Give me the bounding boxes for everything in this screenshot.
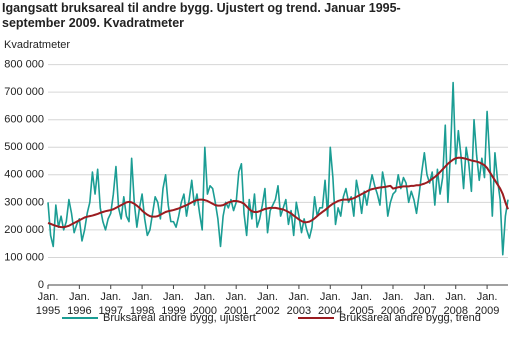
chart-title: Igangsatt bruksareal til andre bygg. Uju…	[2, 1, 401, 30]
y-tick-label: 800 000	[4, 59, 44, 71]
y-tick-label: 100 000	[4, 251, 44, 263]
x-tick-label: Jan. 2007	[412, 291, 436, 317]
y-axis-label: Kvadratmeter	[4, 39, 70, 51]
x-tick-label: Jan. 1996	[67, 291, 91, 317]
x-tick-label: Jan. 2003	[287, 291, 311, 317]
y-tick-label: 700 000	[4, 86, 44, 98]
x-tick-label: Jan. 1999	[161, 291, 185, 317]
x-tick-label: Jan. 2004	[318, 291, 342, 317]
x-tick-label: Jan. 1995	[36, 291, 60, 317]
x-tick-label: Jan. 2005	[349, 291, 373, 317]
x-tick-label: Jan. 2002	[255, 291, 279, 317]
x-tick-label: Jan. 2001	[224, 291, 248, 317]
series-line	[47, 156, 509, 229]
x-tick-label: Jan. 1997	[98, 291, 122, 317]
y-tick-label: 600 000	[4, 114, 44, 126]
y-tick-label: 0	[38, 279, 44, 291]
y-tick-label: 500 000	[4, 141, 44, 153]
x-tick-label: Jan. 2006	[381, 291, 405, 317]
y-tick-label: 200 000	[4, 224, 44, 236]
legend-label: Bruksareal andre bygg, trend	[339, 312, 481, 324]
x-tick-label: Jan. 2009	[475, 291, 499, 317]
y-tick-label: 400 000	[4, 169, 44, 181]
x-tick-label: Jan. 2008	[443, 291, 467, 317]
x-tick-label: Jan. 1998	[130, 291, 154, 317]
series-line	[47, 81, 509, 256]
y-tick-label: 300 000	[4, 196, 44, 208]
x-tick-label: Jan. 2000	[193, 291, 217, 317]
legend-label: Bruksareal andre bygg, ujustert	[103, 312, 256, 324]
